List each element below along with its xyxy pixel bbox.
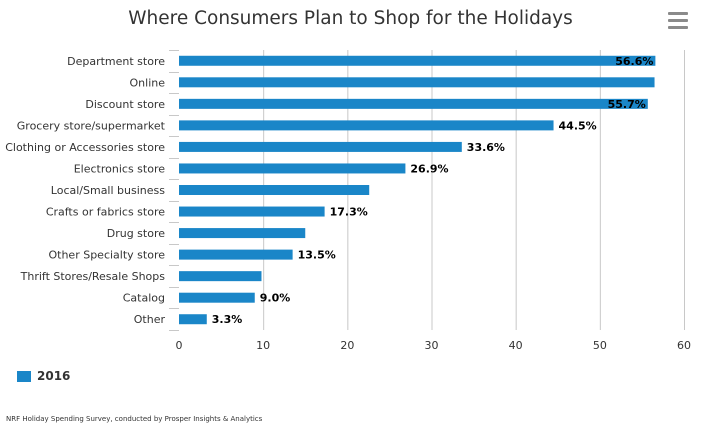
bar-10 (179, 271, 262, 282)
x-tick-label: 10 (256, 339, 270, 352)
data-label: 3.3% (212, 313, 243, 326)
x-tick-label: 20 (340, 339, 354, 352)
category-label: Department store (67, 55, 165, 68)
x-tick-label: 0 (176, 339, 183, 352)
legend-item-2016[interactable]: 2016 (17, 369, 70, 383)
data-label: 44.5% (559, 119, 597, 132)
data-label: 33.6% (467, 141, 505, 154)
bar-6 (179, 185, 370, 195)
data-label: 17.3% (330, 206, 368, 219)
data-label: 9.0% (260, 292, 291, 305)
category-label: Thrift Stores/Resale Shops (20, 270, 166, 283)
category-label: Catalog (123, 292, 165, 305)
data-label: 56.6% (615, 55, 653, 68)
category-label: Grocery store/supermarket (17, 119, 166, 132)
category-label: Other (134, 313, 166, 326)
hamburger-menu-icon[interactable] (668, 12, 688, 30)
bar-1 (179, 77, 655, 88)
category-label: Electronics store (74, 162, 166, 175)
bar-9 (179, 249, 293, 260)
bar-5 (179, 163, 406, 174)
category-label: Online (130, 76, 166, 89)
data-label: 26.9% (410, 162, 448, 175)
bar-chart: Department store Online Discount store Groc… (5, 50, 691, 352)
legend-label: 2016 (37, 369, 71, 383)
bar-4 (179, 141, 462, 152)
bar-2 (179, 98, 648, 109)
data-label: 13.5% (298, 249, 336, 262)
category-label: Local/Small business (51, 184, 165, 197)
chart-title: Where Consumers Plan to Shop for the Hol… (128, 8, 573, 29)
category-label: Other Specialty store (48, 249, 165, 262)
bar-3 (179, 120, 554, 131)
bar-11 (179, 292, 255, 303)
x-tick-label: 40 (509, 339, 523, 352)
legend-swatch (17, 370, 31, 382)
category-label: Drug store (107, 227, 165, 240)
source-note: NRF Holiday Spending Survey, conducted b… (6, 415, 263, 423)
category-label: Crafts or fabrics store (46, 206, 165, 219)
bar-8 (179, 228, 306, 239)
x-tick-label: 30 (425, 339, 439, 352)
data-label: 55.7% (608, 98, 646, 111)
x-tick-label: 50 (593, 339, 607, 352)
bar-7 (179, 206, 325, 217)
x-tick-label: 60 (677, 339, 691, 352)
category-label: Discount store (85, 98, 165, 111)
category-label: Clothing or Accessories store (5, 141, 165, 154)
bar-12 (179, 314, 207, 325)
bar-0 (179, 55, 656, 66)
